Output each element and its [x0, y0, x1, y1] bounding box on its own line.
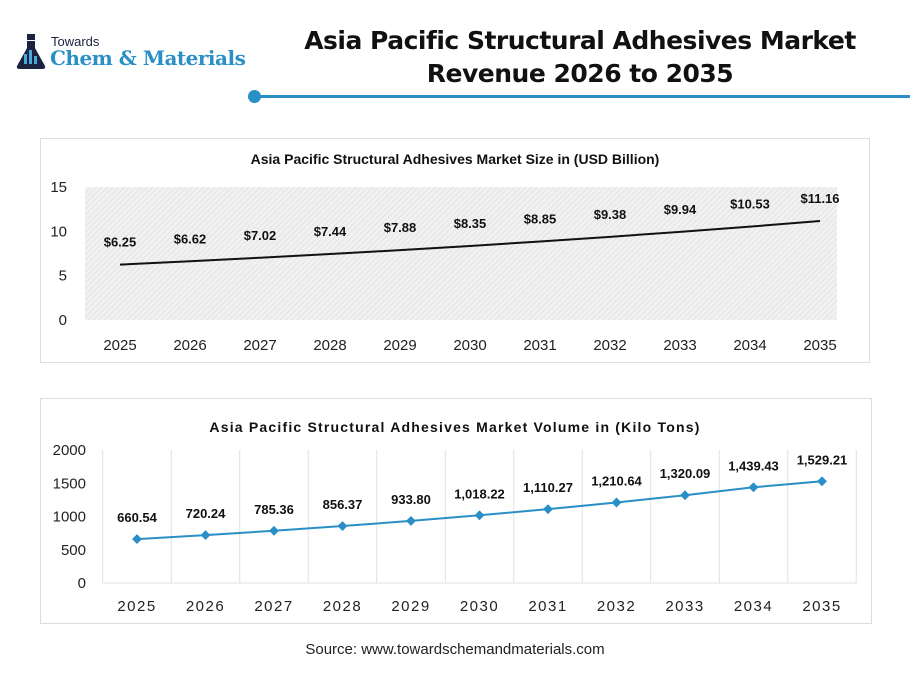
title-line-2: Revenue 2026 to 2035: [426, 59, 734, 88]
x-tick-label: 2026: [173, 337, 206, 354]
x-tick-label: 2034: [733, 337, 766, 354]
data-point: [680, 490, 690, 501]
x-tick-label: 2030: [460, 598, 499, 615]
data-point: [406, 515, 416, 526]
x-tick-label: 2035: [803, 337, 836, 354]
data-label: $7.02: [244, 228, 277, 243]
y-tick-label: 0: [59, 312, 67, 329]
title-line-1: Asia Pacific Structural Adhesives Market: [304, 26, 856, 55]
x-tick-label: 2031: [528, 598, 567, 615]
data-label: $11.16: [800, 191, 839, 206]
x-tick-label: 2027: [243, 337, 276, 354]
page-title: Asia Pacific Structural Adhesives Market…: [270, 24, 890, 90]
data-point: [543, 504, 553, 515]
y-tick-label: 5: [59, 268, 67, 285]
logo-towards: Towards: [51, 34, 100, 49]
x-tick-label: 2026: [186, 598, 225, 615]
data-point: [817, 476, 827, 487]
plot-area: [85, 187, 837, 320]
y-tick-label: 0: [78, 575, 86, 592]
data-label: $9.94: [664, 202, 697, 217]
data-label: 1,529.21: [797, 452, 848, 467]
x-tick-label: 2027: [254, 598, 293, 615]
x-tick-label: 2032: [593, 337, 626, 354]
data-point: [611, 497, 622, 508]
data-label: $6.62: [174, 231, 207, 246]
data-label: $6.25: [104, 235, 137, 250]
data-label: $7.88: [384, 220, 417, 235]
x-tick-label: 2029: [383, 337, 416, 354]
data-label: 785.36: [254, 502, 294, 517]
data-point: [132, 534, 142, 545]
x-tick-label: 2034: [734, 598, 773, 615]
data-label: 933.80: [391, 492, 431, 507]
chart-title: Asia Pacific Structural Adhesives Market…: [209, 419, 700, 435]
data-label: $8.85: [524, 212, 557, 227]
chart-title: Asia Pacific Structural Adhesives Market…: [251, 151, 660, 167]
y-tick-label: 10: [50, 223, 67, 240]
y-tick-label: 500: [61, 542, 86, 559]
data-label: $9.38: [594, 207, 627, 222]
y-tick-label: 15: [50, 179, 67, 196]
title-divider: [256, 95, 910, 98]
x-tick-label: 2031: [523, 337, 556, 354]
logo: Towards Chem & Materials: [16, 32, 256, 76]
data-label: 660.54: [117, 510, 158, 525]
data-label: 1,439.43: [728, 458, 779, 473]
x-tick-label: 2025: [103, 337, 136, 354]
x-tick-label: 2028: [313, 337, 346, 354]
y-tick-label: 1000: [53, 509, 86, 526]
x-tick-label: 2033: [665, 598, 704, 615]
data-label: $7.44: [314, 224, 347, 239]
data-point: [474, 510, 485, 521]
x-tick-label: 2025: [117, 598, 156, 615]
x-tick-label: 2033: [663, 337, 696, 354]
data-label: 1,320.09: [660, 466, 711, 481]
y-tick-label: 2000: [53, 442, 86, 459]
data-label: $10.53: [730, 197, 770, 212]
source-note: Source: www.towardschemandmaterials.com: [305, 641, 605, 658]
data-label: 1,110.27: [523, 480, 573, 495]
series-line: [119, 220, 821, 266]
divider-dot: [248, 90, 261, 103]
data-point: [337, 521, 348, 532]
data-point: [748, 482, 759, 493]
data-label: 720.24: [186, 506, 227, 521]
flask-icon: [16, 34, 46, 69]
x-tick-label: 2035: [802, 598, 841, 615]
data-point: [200, 530, 211, 541]
x-tick-label: 2028: [323, 598, 362, 615]
y-tick-label: 1500: [53, 475, 86, 492]
data-label: 1,210.64: [591, 473, 642, 488]
data-label: $8.35: [454, 216, 487, 231]
x-tick-label: 2029: [391, 598, 430, 615]
data-label: 856.37: [323, 497, 363, 512]
x-tick-label: 2032: [597, 598, 636, 615]
logo-brand: Chem & Materials: [50, 46, 246, 70]
data-label: 1,018.22: [454, 486, 505, 501]
x-tick-label: 2030: [453, 337, 486, 354]
volume-chart-card: [40, 398, 872, 624]
data-point: [269, 525, 279, 536]
